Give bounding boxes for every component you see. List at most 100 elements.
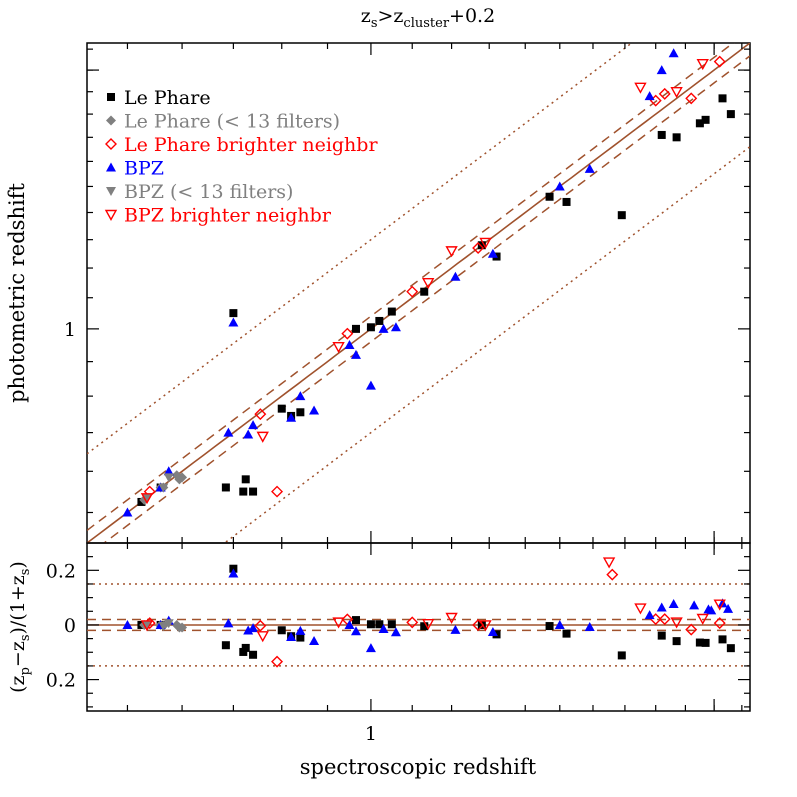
data-point <box>158 483 169 493</box>
data-point <box>296 408 305 417</box>
data-point <box>223 427 234 437</box>
y-axis-label-top: photometric redshift <box>5 183 29 403</box>
data-point <box>695 119 704 128</box>
data-point <box>696 59 709 71</box>
data-point <box>163 466 174 476</box>
residual-point <box>140 620 154 632</box>
residual-point <box>390 627 401 637</box>
residual-point <box>644 610 655 620</box>
residual-point <box>450 624 461 634</box>
data-point <box>177 472 188 483</box>
residual-point <box>239 647 248 656</box>
data-point <box>256 431 269 443</box>
y-tick-label: 0 <box>64 615 76 637</box>
residual-point <box>228 568 239 578</box>
residual-point <box>177 622 188 633</box>
data-point <box>163 473 174 483</box>
data-point <box>228 317 239 327</box>
residual-point <box>685 623 698 636</box>
residual-point <box>657 631 666 640</box>
residual-point <box>606 568 619 581</box>
data-point <box>351 324 360 333</box>
residual-point <box>562 629 571 638</box>
data-point <box>249 487 258 496</box>
residual-point <box>387 620 396 629</box>
legend-entry: BPZ (< 13 filters) <box>106 181 293 203</box>
data-point <box>375 316 384 325</box>
legend-marker <box>105 138 117 150</box>
residual-point <box>243 625 254 635</box>
data-point <box>487 248 498 258</box>
residual-point <box>420 622 429 631</box>
data-point <box>295 391 306 401</box>
legend-marker <box>106 115 116 126</box>
residual-point <box>344 619 355 629</box>
data-point <box>248 420 259 430</box>
residual-point <box>695 638 704 647</box>
legend-marker <box>104 209 118 221</box>
data-point <box>241 475 250 484</box>
legend-label: BPZ brighter neighbr <box>124 205 332 227</box>
residual-point <box>670 617 683 629</box>
residual-point <box>141 620 152 630</box>
legend-entry: BPZ <box>106 158 164 180</box>
y-tick-label: 1 <box>64 319 76 341</box>
legend-entry: BPZ brighter neighbr <box>104 205 332 227</box>
residual-point <box>479 620 492 632</box>
data-point <box>668 48 679 58</box>
residual-point <box>241 643 250 652</box>
data-point <box>672 133 681 142</box>
data-point <box>545 192 554 201</box>
residual-point <box>366 620 375 629</box>
data-point <box>445 246 458 258</box>
residual-point <box>350 626 361 636</box>
data-point <box>140 493 154 505</box>
data-point <box>450 271 461 281</box>
data-point <box>243 429 254 439</box>
legend-label: Le Phare (< 13 filters) <box>124 111 340 133</box>
data-point <box>658 87 671 100</box>
residual-point <box>286 631 297 641</box>
bottom-axis-ticks: 1 0.2 0 0.2 <box>46 543 750 745</box>
bottom-reference-lines <box>87 583 750 667</box>
data-point <box>617 211 626 220</box>
residual-point <box>332 617 345 629</box>
data-point <box>562 197 571 206</box>
legend-marker <box>107 93 115 101</box>
x-tick-label: 1 <box>365 723 377 745</box>
residual-point <box>295 625 306 635</box>
residual-point <box>122 619 133 629</box>
data-point <box>701 115 710 124</box>
data-point <box>420 287 429 296</box>
legend-label: BPZ <box>124 158 164 180</box>
residual-point <box>701 638 710 647</box>
legend-label: Le Phare brighter neighbr <box>124 134 378 156</box>
data-point <box>387 307 396 316</box>
data-point <box>422 278 435 290</box>
data-point <box>477 241 486 250</box>
legend-label: BPZ (< 13 filters) <box>124 181 293 203</box>
data-point <box>366 323 375 332</box>
residual-point <box>296 633 305 642</box>
legend-label: Le Phare <box>124 87 211 109</box>
top-data-points <box>122 48 735 517</box>
residual-point <box>545 622 554 631</box>
residual-point <box>718 635 727 644</box>
residual-point <box>378 623 389 633</box>
residual-point <box>696 613 709 625</box>
residual-point <box>672 637 681 646</box>
residual-point <box>487 627 498 637</box>
data-point <box>141 493 152 503</box>
residual-point <box>221 641 230 650</box>
residual-point <box>723 603 734 613</box>
residual-point <box>223 618 234 628</box>
legend-entry: Le Phare <box>107 87 211 109</box>
data-point <box>644 91 655 101</box>
data-point <box>726 110 735 119</box>
legend-marker <box>106 162 116 172</box>
residual-point <box>668 598 679 608</box>
residual-point <box>158 621 169 631</box>
residual-point <box>445 612 458 624</box>
residual-point <box>554 619 565 629</box>
